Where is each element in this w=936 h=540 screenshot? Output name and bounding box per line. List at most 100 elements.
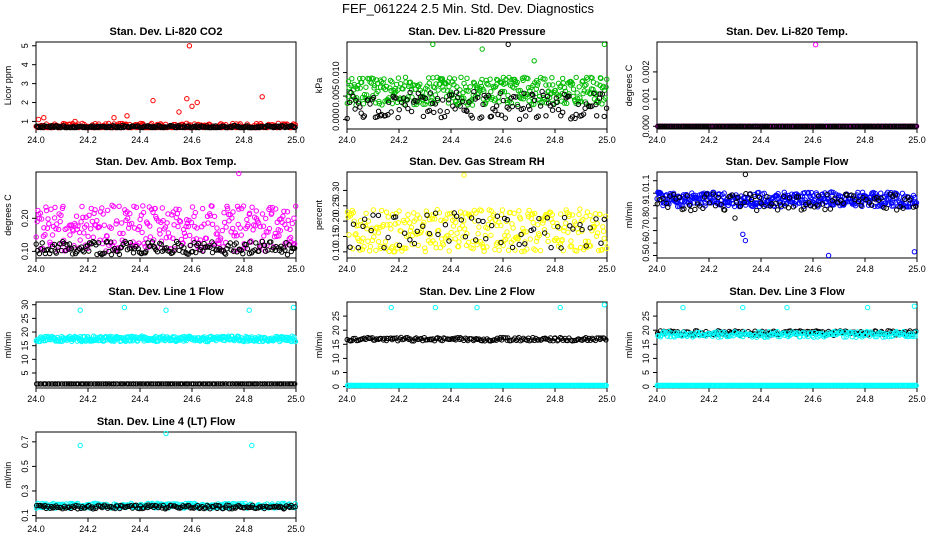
data-point [385, 112, 391, 118]
y-tick-label: 0.7 [20, 436, 30, 449]
y-axis-label: ml/min [3, 332, 13, 359]
x-tick-label: 24.0 [27, 135, 45, 145]
data-point [121, 304, 128, 311]
chart-panel: Stan. Dev. Li-820 Temp.degrees C24.0 24.2… [624, 26, 926, 145]
data-point [397, 81, 404, 87]
data-point [388, 226, 394, 232]
data-point [455, 94, 461, 101]
data-point [580, 111, 587, 117]
data-point [396, 208, 402, 214]
data-point [352, 106, 358, 112]
data-point [370, 207, 377, 213]
y-tick-label: 0 [641, 384, 651, 389]
data-point [137, 216, 143, 223]
data-point [387, 85, 393, 91]
data-point [510, 225, 516, 231]
data-point [376, 100, 383, 107]
data-point [514, 79, 520, 86]
data-point [79, 203, 85, 210]
data-point [754, 207, 760, 214]
data-point [88, 226, 94, 232]
data-point [446, 92, 453, 98]
y-axis-label: degrees C [3, 194, 13, 236]
data-point [432, 101, 439, 107]
data-point [177, 219, 184, 225]
data-point [187, 232, 193, 239]
data-point [354, 86, 360, 92]
data-point [430, 41, 436, 48]
data-point [184, 96, 190, 102]
figure-title: FEF_061224 2.5 Min. Std. Dev. Diagnostic… [342, 1, 594, 16]
data-point [238, 232, 245, 238]
data-point [52, 204, 58, 211]
data-point [427, 90, 434, 96]
data-point [381, 76, 387, 82]
data-point [407, 237, 413, 243]
data-point [774, 207, 781, 213]
data-point [457, 209, 464, 215]
data-point [878, 190, 884, 196]
data-point [105, 207, 111, 214]
data-series [34, 122, 298, 131]
x-tick-label: 24.6 [183, 264, 201, 274]
data-point [389, 79, 395, 85]
data-point [560, 80, 566, 86]
data-point [527, 236, 533, 242]
data-point [602, 95, 608, 101]
data-point [344, 115, 350, 122]
chart-title: Stan. Dev. Line 2 Flow [419, 286, 535, 298]
data-point [407, 220, 413, 226]
plot-frame [656, 301, 918, 389]
data-point [246, 307, 252, 313]
data-point [557, 304, 563, 311]
x-tick-label: 25.0 [287, 394, 305, 404]
data-point [409, 94, 415, 100]
x-tick-label: 24.0 [648, 394, 666, 404]
data-point [375, 88, 381, 95]
data-point [360, 75, 366, 82]
data-point [41, 115, 47, 121]
data-point [742, 171, 749, 178]
data-point [433, 81, 439, 87]
data-point [230, 209, 236, 215]
data-point [458, 74, 464, 81]
x-tick-label: 24.2 [390, 264, 408, 274]
data-point [547, 103, 553, 109]
data-point [464, 75, 470, 82]
data-point [599, 91, 605, 97]
data-point [405, 212, 411, 218]
data-point [349, 76, 355, 82]
data-series [655, 123, 919, 130]
data-point [72, 118, 78, 125]
data-point [488, 89, 494, 95]
data-point [508, 100, 515, 106]
data-point [57, 218, 63, 225]
data-point [485, 92, 491, 99]
data-point [451, 76, 458, 82]
data-point [108, 251, 115, 258]
x-tick-label: 24.8 [546, 394, 564, 404]
data-point [78, 219, 84, 225]
data-point [367, 243, 374, 250]
data-point [514, 101, 521, 108]
data-point [545, 238, 551, 245]
data-point [417, 94, 424, 100]
x-tick-label: 24.6 [804, 264, 822, 274]
x-tick-label: 24.8 [235, 135, 253, 145]
x-tick-label: 25.0 [908, 394, 926, 404]
x-tick-label: 24.4 [442, 264, 460, 274]
data-point [189, 204, 196, 210]
data-point [423, 95, 429, 102]
data-point [478, 83, 485, 90]
y-tick-label: 1.0 [641, 187, 651, 200]
data-point [515, 103, 521, 110]
data-point [563, 220, 569, 226]
x-tick-label: 24.8 [856, 135, 874, 145]
x-tick-label: 24.6 [494, 264, 512, 274]
data-point [510, 93, 517, 100]
y-tick-label: 0.002 [641, 61, 651, 84]
data-point [475, 231, 481, 237]
data-point [523, 113, 529, 119]
x-tick-label: 24.8 [856, 264, 874, 274]
data-point [582, 83, 588, 89]
